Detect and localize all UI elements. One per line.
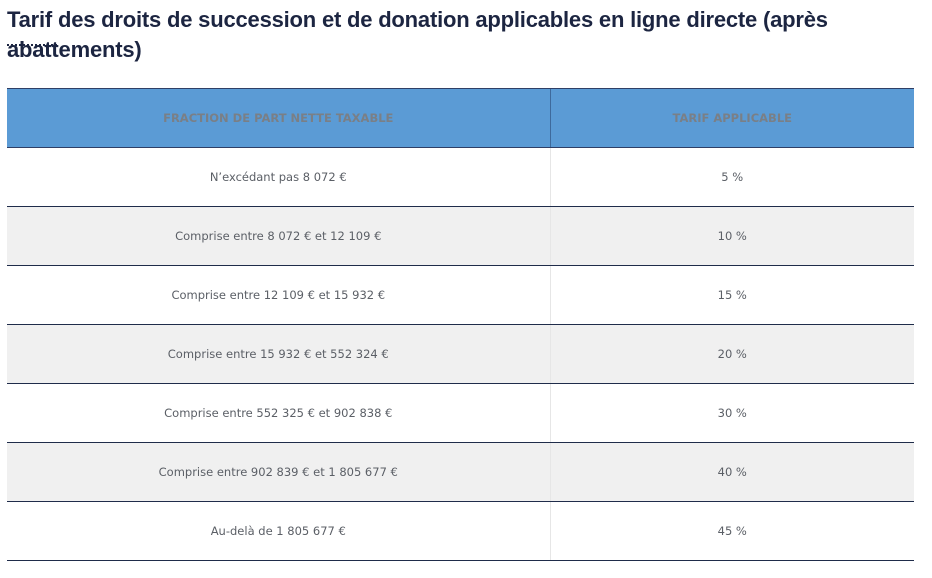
table-header-row: FRACTION DE PART NETTE TAXABLE TARIF APP… [7, 88, 914, 148]
fraction-cell: Au-delà de 1 805 677 € [7, 501, 550, 561]
fraction-cell: Comprise entre 15 932 € et 552 324 € [7, 324, 550, 384]
table-row: Au-delà de 1 805 677 € 45 % [7, 501, 914, 561]
tarif-cell: 30 % [549, 383, 914, 443]
tarif-cell: 45 % [549, 501, 914, 561]
tarif-cell: 40 % [549, 442, 914, 502]
page-title: Tarif des droits de succession et de don… [7, 7, 828, 62]
table-row: N’excédant pas 8 072 € 5 % [7, 147, 914, 207]
table-row: Comprise entre 15 932 € et 552 324 € 20 … [7, 324, 914, 384]
column-header-tarif: TARIF APPLICABLE [549, 88, 914, 148]
table-row: Comprise entre 902 839 € et 1 805 677 € … [7, 442, 914, 502]
fraction-cell: Comprise entre 12 109 € et 15 932 € [7, 265, 550, 325]
table-row: Comprise entre 8 072 € et 12 109 € 10 % [7, 206, 914, 266]
tarif-cell: 20 % [549, 324, 914, 384]
fraction-cell: N’excédant pas 8 072 € [7, 147, 550, 207]
tarif-cell: 5 % [549, 147, 914, 207]
tax-rate-table: FRACTION DE PART NETTE TAXABLE TARIF APP… [7, 88, 914, 561]
tarif-cell: 10 % [549, 206, 914, 266]
column-header-fraction: FRACTION DE PART NETTE TAXABLE [7, 88, 550, 148]
tarif-cell: 15 % [549, 265, 914, 325]
table-row: Comprise entre 12 109 € et 15 932 € 15 % [7, 265, 914, 325]
title-dotted-underline [7, 44, 57, 46]
fraction-cell: Comprise entre 8 072 € et 12 109 € [7, 206, 550, 266]
fraction-cell: Comprise entre 552 325 € et 902 838 € [7, 383, 550, 443]
table-row: Comprise entre 552 325 € et 902 838 € 30… [7, 383, 914, 443]
fraction-cell: Comprise entre 902 839 € et 1 805 677 € [7, 442, 550, 502]
